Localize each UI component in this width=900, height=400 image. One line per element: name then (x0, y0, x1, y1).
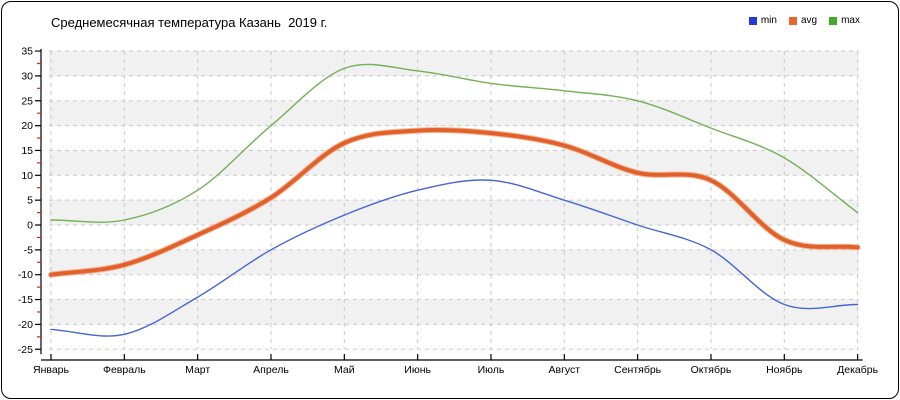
series-line-min (50, 179, 859, 337)
y-tick-label: 15 (21, 145, 33, 157)
chart-title: Среднемесячная температура Казань 2019 г… (51, 15, 328, 30)
y-tick-label: -10 (18, 269, 33, 281)
x-tick-label: Июль (478, 364, 505, 376)
plot-band (49, 150, 859, 176)
plot-band (49, 200, 859, 225)
y-tick-label: 10 (21, 170, 33, 182)
legend-item-max: max (829, 15, 860, 26)
legend-item-min: min (748, 15, 777, 26)
chart-legend: min avg max (748, 15, 860, 26)
x-tick-label: Февраль (103, 364, 146, 376)
plot-band (49, 51, 859, 76)
y-tick-label: -5 (24, 244, 33, 256)
x-tick-label: Июнь (404, 364, 431, 376)
y-tick-label: -25 (18, 344, 33, 356)
x-tick-label: Январь (33, 364, 70, 376)
y-tick-label: 5 (27, 195, 33, 207)
x-tick-label: Декабрь (837, 364, 878, 376)
plot-band (49, 100, 859, 126)
y-tick-label: 35 (21, 46, 33, 58)
y-tick-label: -15 (18, 294, 33, 306)
legend-swatch-avg (788, 16, 797, 25)
legend-swatch-max (829, 16, 838, 25)
y-tick-label: 0 (27, 220, 33, 232)
legend-label-max: max (841, 15, 860, 26)
x-tick-label: Март (185, 364, 210, 376)
y-tick-label: -20 (18, 319, 33, 331)
y-tick-label: 25 (21, 95, 33, 107)
axes (35, 49, 863, 361)
y-tick-label: 20 (21, 120, 33, 132)
gridlines (49, 50, 859, 350)
series-line-max (50, 63, 859, 223)
x-tick-label: Май (334, 364, 355, 376)
x-tick-label: Август (549, 364, 581, 376)
legend-swatch-min (748, 16, 757, 25)
y-tick-label: 30 (21, 70, 33, 82)
legend-item-avg: avg (788, 15, 818, 26)
plot-band (49, 249, 859, 275)
legend-label-avg: avg (800, 15, 818, 26)
x-tick-label: Октябрь (691, 364, 732, 376)
plot-bands (49, 51, 859, 325)
x-tick-label: Сентябрь (614, 364, 662, 376)
legend-label-min: min (760, 15, 777, 26)
x-tick-label: Ноябрь (766, 364, 803, 376)
series-lines (48, 63, 861, 337)
series-line-avg (49, 127, 860, 277)
plot-band (49, 299, 859, 325)
x-tick-label: Апрель (253, 364, 289, 376)
